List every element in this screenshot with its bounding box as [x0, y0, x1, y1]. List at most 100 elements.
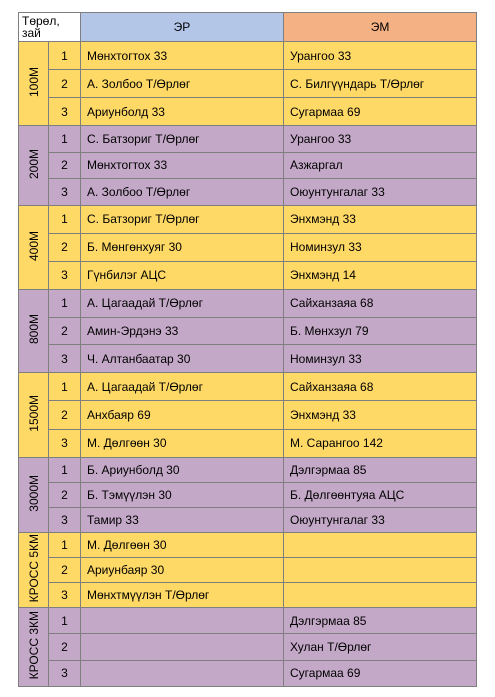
results-table: Төрөл, зай ЭР ЭМ 100М 1 Мөнхтогтох 33 Урангоо …: [18, 12, 477, 687]
women-cell: Дэлгэрмаа 85: [283, 606, 477, 635]
table-row: 400М 1 С. Батзориг Т/Өрлөг Энхмэнд 33: [18, 204, 477, 290]
event-cell: КРОСС 3КМ: [18, 606, 49, 687]
men-cell: Гүнбилэг АЦС: [80, 260, 284, 290]
table-row: 2 А. Золбоо Т/Өрлөг С. Билгүүндарь Т/Өрлөг: [19, 69, 477, 98]
table-row: 3000М 1 Б. Ариунболд 30 Дэлгэрмаа 85: [18, 456, 477, 533]
men-cell: Б. Мөнгөнхуяг 30: [80, 232, 284, 262]
table-row: КРОСС 5КМ 1 М. Дөлгөөн 30: [18, 531, 477, 608]
event-label: 800М: [26, 314, 41, 345]
men-cell: Ариунбаяр 30: [80, 556, 284, 583]
place-cell: 2: [48, 556, 81, 583]
event-label: 3000М: [26, 475, 41, 512]
men-cell: Ч. Алтанбаатар 30: [80, 344, 284, 373]
table-row: 200М 1 С. Батзориг Т/Өрлөг Урангоо 33: [18, 125, 477, 206]
men-cell: [80, 659, 284, 687]
men-cell: Мөнхтогтох 33: [80, 41, 284, 70]
place-cell: 3: [48, 97, 81, 126]
header-row: Төрөл, зай ЭР ЭМ: [18, 12, 477, 42]
place-cell: 3: [48, 344, 81, 373]
women-cell: Урангоо 33: [283, 41, 477, 70]
table-row: 3 М. Дөлгөөн 30 М. Сарангоо 142: [19, 428, 477, 458]
men-cell: А. Золбоо Т/Өрлөг: [80, 69, 284, 98]
header-cell: Төрөл, зай: [18, 12, 81, 42]
men-cell: Амин-Эрдэнэ 33: [80, 316, 284, 346]
table-row: 3 Тамир 33 Оюунтунгалаг 33: [19, 506, 477, 533]
men-cell: [80, 633, 284, 661]
event-cell: 400М: [18, 204, 49, 290]
event-cell: 3000М: [18, 456, 49, 533]
place-cell: 1: [48, 125, 81, 153]
place-cell: 1: [48, 204, 81, 234]
women-cell: С. Билгүүндарь Т/Өрлөг: [283, 69, 477, 98]
event-label: 100М: [26, 66, 41, 98]
men-cell: А. Цагаадай Т/Өрлөг: [80, 371, 284, 402]
event-cell: 200М: [18, 125, 49, 206]
women-cell: [283, 581, 477, 608]
women-cell: Б. Дөлгөөнтуяа АЦС: [283, 481, 477, 508]
table-row: 100М 1 Мөнхтогтох 33 Урангоо 33: [18, 41, 477, 126]
place-cell: 1: [48, 456, 81, 483]
place-cell: 3: [48, 659, 81, 687]
table-row: 3 А. Золбоо Т/Өрлөг Оюунтунгалаг 33: [19, 178, 477, 206]
event-label: КРОСС 5КМ: [26, 534, 41, 603]
place-cell: 1: [48, 371, 81, 402]
men-cell: Тамир 33: [80, 506, 284, 533]
women-cell: Б. Мөнхзул 79: [283, 316, 477, 346]
women-cell: Дэлгэрмаа 85: [283, 456, 477, 483]
place-cell: 3: [48, 178, 81, 206]
event-label: 400М: [26, 230, 41, 261]
men-cell: А. Золбоо Т/Өрлөг: [80, 178, 284, 206]
men-cell: М. Дөлгөөн 30: [80, 428, 284, 458]
place-cell: 3: [48, 260, 81, 290]
men-cell: С. Батзориг Т/Өрлөг: [80, 125, 284, 153]
table-row: 800М 1 А. Цагаадай Т/Өрлөг Сайханзаяа 68: [18, 288, 477, 373]
men-cell: А. Цагаадай Т/Өрлөг: [80, 288, 284, 318]
women-cell: [283, 531, 477, 558]
place-cell: 3: [48, 506, 81, 533]
event-label: КРОСС 3КМ: [26, 611, 41, 680]
men-cell: Б. Ариунболд 30: [80, 456, 284, 483]
men-cell: [80, 606, 284, 635]
women-cell: Урангоо 33: [283, 125, 477, 153]
table-row: 3 Мөнхтмүүлэн Т/Өрлөг: [19, 581, 477, 608]
place-cell: 1: [48, 41, 81, 70]
women-cell: М. Сарангоо 142: [283, 428, 477, 458]
place-cell: 2: [48, 481, 81, 508]
place-cell: 2: [48, 400, 81, 430]
women-cell: Азжаргал: [283, 151, 477, 180]
event-label: 200М: [26, 148, 41, 179]
event-label: 1500М: [26, 395, 41, 432]
women-cell: Хулан Т/Өрлөг: [283, 633, 477, 661]
table-row: 3 Сугармаа 69: [19, 659, 477, 687]
place-cell: 1: [48, 531, 81, 558]
event-cell: 1500М: [18, 371, 49, 458]
place-cell: 2: [48, 633, 81, 661]
place-cell: 3: [48, 581, 81, 608]
table-row: 1500М 1 А. Цагаадай Т/Өрлөг Сайханзаяа 68: [18, 371, 477, 458]
place-cell: 1: [48, 606, 81, 635]
women-cell: Номинзул 33: [283, 232, 477, 262]
table-row: 3 Гүнбилэг АЦС Энхмэнд 14: [19, 260, 477, 290]
women-cell: Сугармаа 69: [283, 659, 477, 687]
men-cell: Ариунболд 33: [80, 97, 284, 126]
table-row: 2 Ариунбаяр 30: [19, 556, 477, 583]
event-cell: 100М: [18, 41, 49, 126]
women-cell: Энхмэнд 33: [283, 204, 477, 234]
men-cell: С. Батзориг Т/Өрлөг: [80, 204, 284, 234]
women-cell: Энхмэнд 33: [283, 400, 477, 430]
women-cell: Сайханзаяа 68: [283, 371, 477, 402]
table-row: 2 Амин-Эрдэнэ 33 Б. Мөнхзул 79: [19, 316, 477, 346]
men-cell: Анхбаяр 69: [80, 400, 284, 430]
table-row: КРОСС 3КМ 1 Дэлгэрмаа 85: [18, 606, 477, 687]
women-cell: Сугармаа 69: [283, 97, 477, 126]
women-cell: Сайханзаяа 68: [283, 288, 477, 318]
women-cell: Оюунтунгалаг 33: [283, 178, 477, 206]
table-row: 3 Ариунболд 33 Сугармаа 69: [19, 97, 477, 126]
women-cell: Номинзул 33: [283, 344, 477, 373]
place-cell: 2: [48, 151, 81, 180]
table-row: 2 Мөнхтогтох 33 Азжаргал: [19, 151, 477, 180]
women-cell: Оюунтунгалаг 33: [283, 506, 477, 533]
table-row: 2 Б. Тэмүүлэн 30 Б. Дөлгөөнтуяа АЦС: [19, 481, 477, 508]
place-cell: 2: [48, 316, 81, 346]
women-cell: [283, 556, 477, 583]
